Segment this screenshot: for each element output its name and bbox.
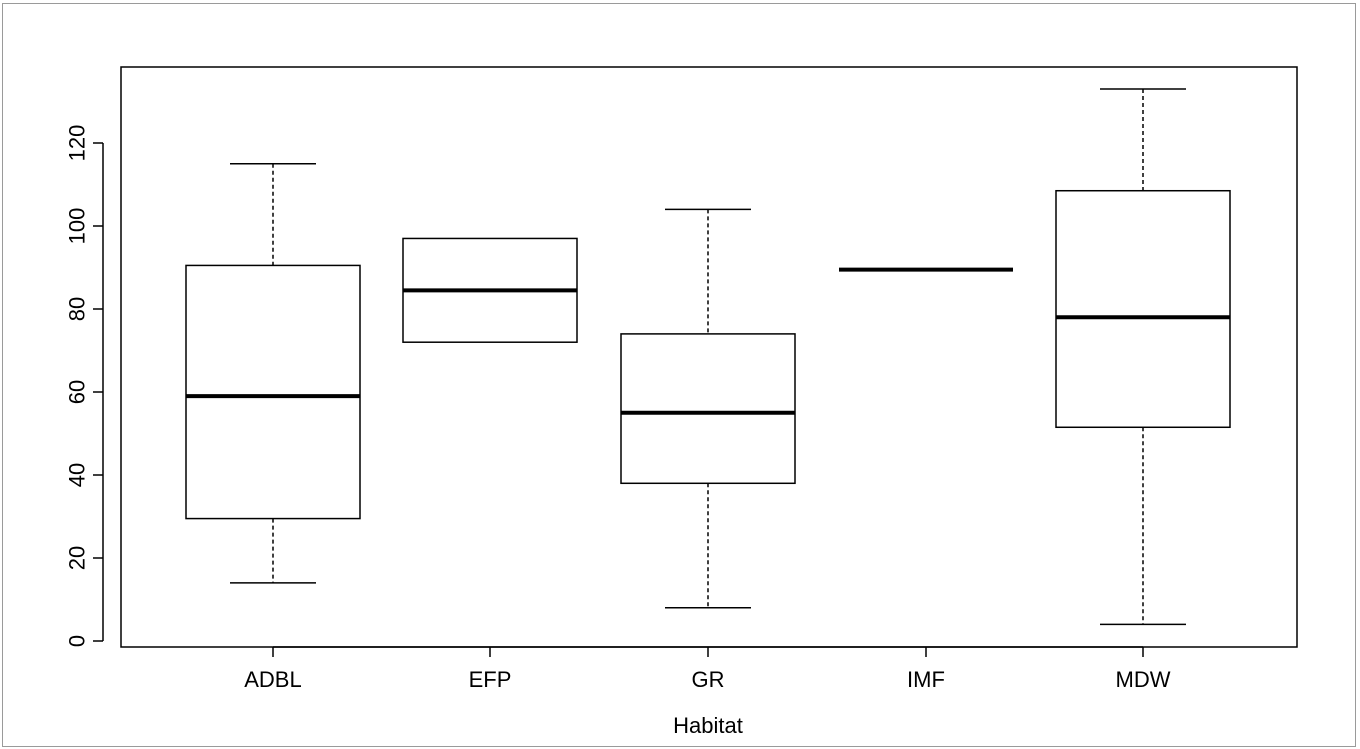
box-series [185, 88, 1231, 626]
box-iqr [1055, 189, 1231, 429]
x-tick-label: EFP [469, 667, 512, 692]
y-tick-label: 120 [65, 125, 90, 162]
y-tick-label: 20 [65, 546, 90, 570]
box-iqr [185, 264, 361, 520]
box-gr [620, 208, 796, 609]
box-efp [402, 237, 578, 343]
x-axis: ADBL EFP GR IMF MDW [244, 646, 1171, 692]
boxplot-chart: 0 20 40 60 80 100 120 ADBL EFP GR IMF MDW Habitat [65, 66, 1298, 738]
y-tick-label: 40 [65, 463, 90, 487]
x-tick-label: GR [692, 667, 725, 692]
y-axis: 0 20 40 60 80 100 120 [65, 125, 104, 647]
y-tick-label: 0 [65, 635, 90, 647]
box-iqr [620, 333, 796, 485]
box-mdw [1055, 88, 1231, 626]
x-axis-title: Habitat [673, 713, 743, 738]
x-tick-label: IMF [907, 667, 945, 692]
y-tick-label: 100 [65, 208, 90, 245]
y-tick-label: 80 [65, 297, 90, 321]
y-tick-label: 60 [65, 380, 90, 404]
figure-frame: 0 20 40 60 80 100 120 ADBL EFP GR IMF MDW Habitat [2, 3, 1356, 747]
box-adbl [185, 163, 361, 584]
x-tick-label: ADBL [244, 667, 301, 692]
x-tick-label: MDW [1116, 667, 1171, 692]
